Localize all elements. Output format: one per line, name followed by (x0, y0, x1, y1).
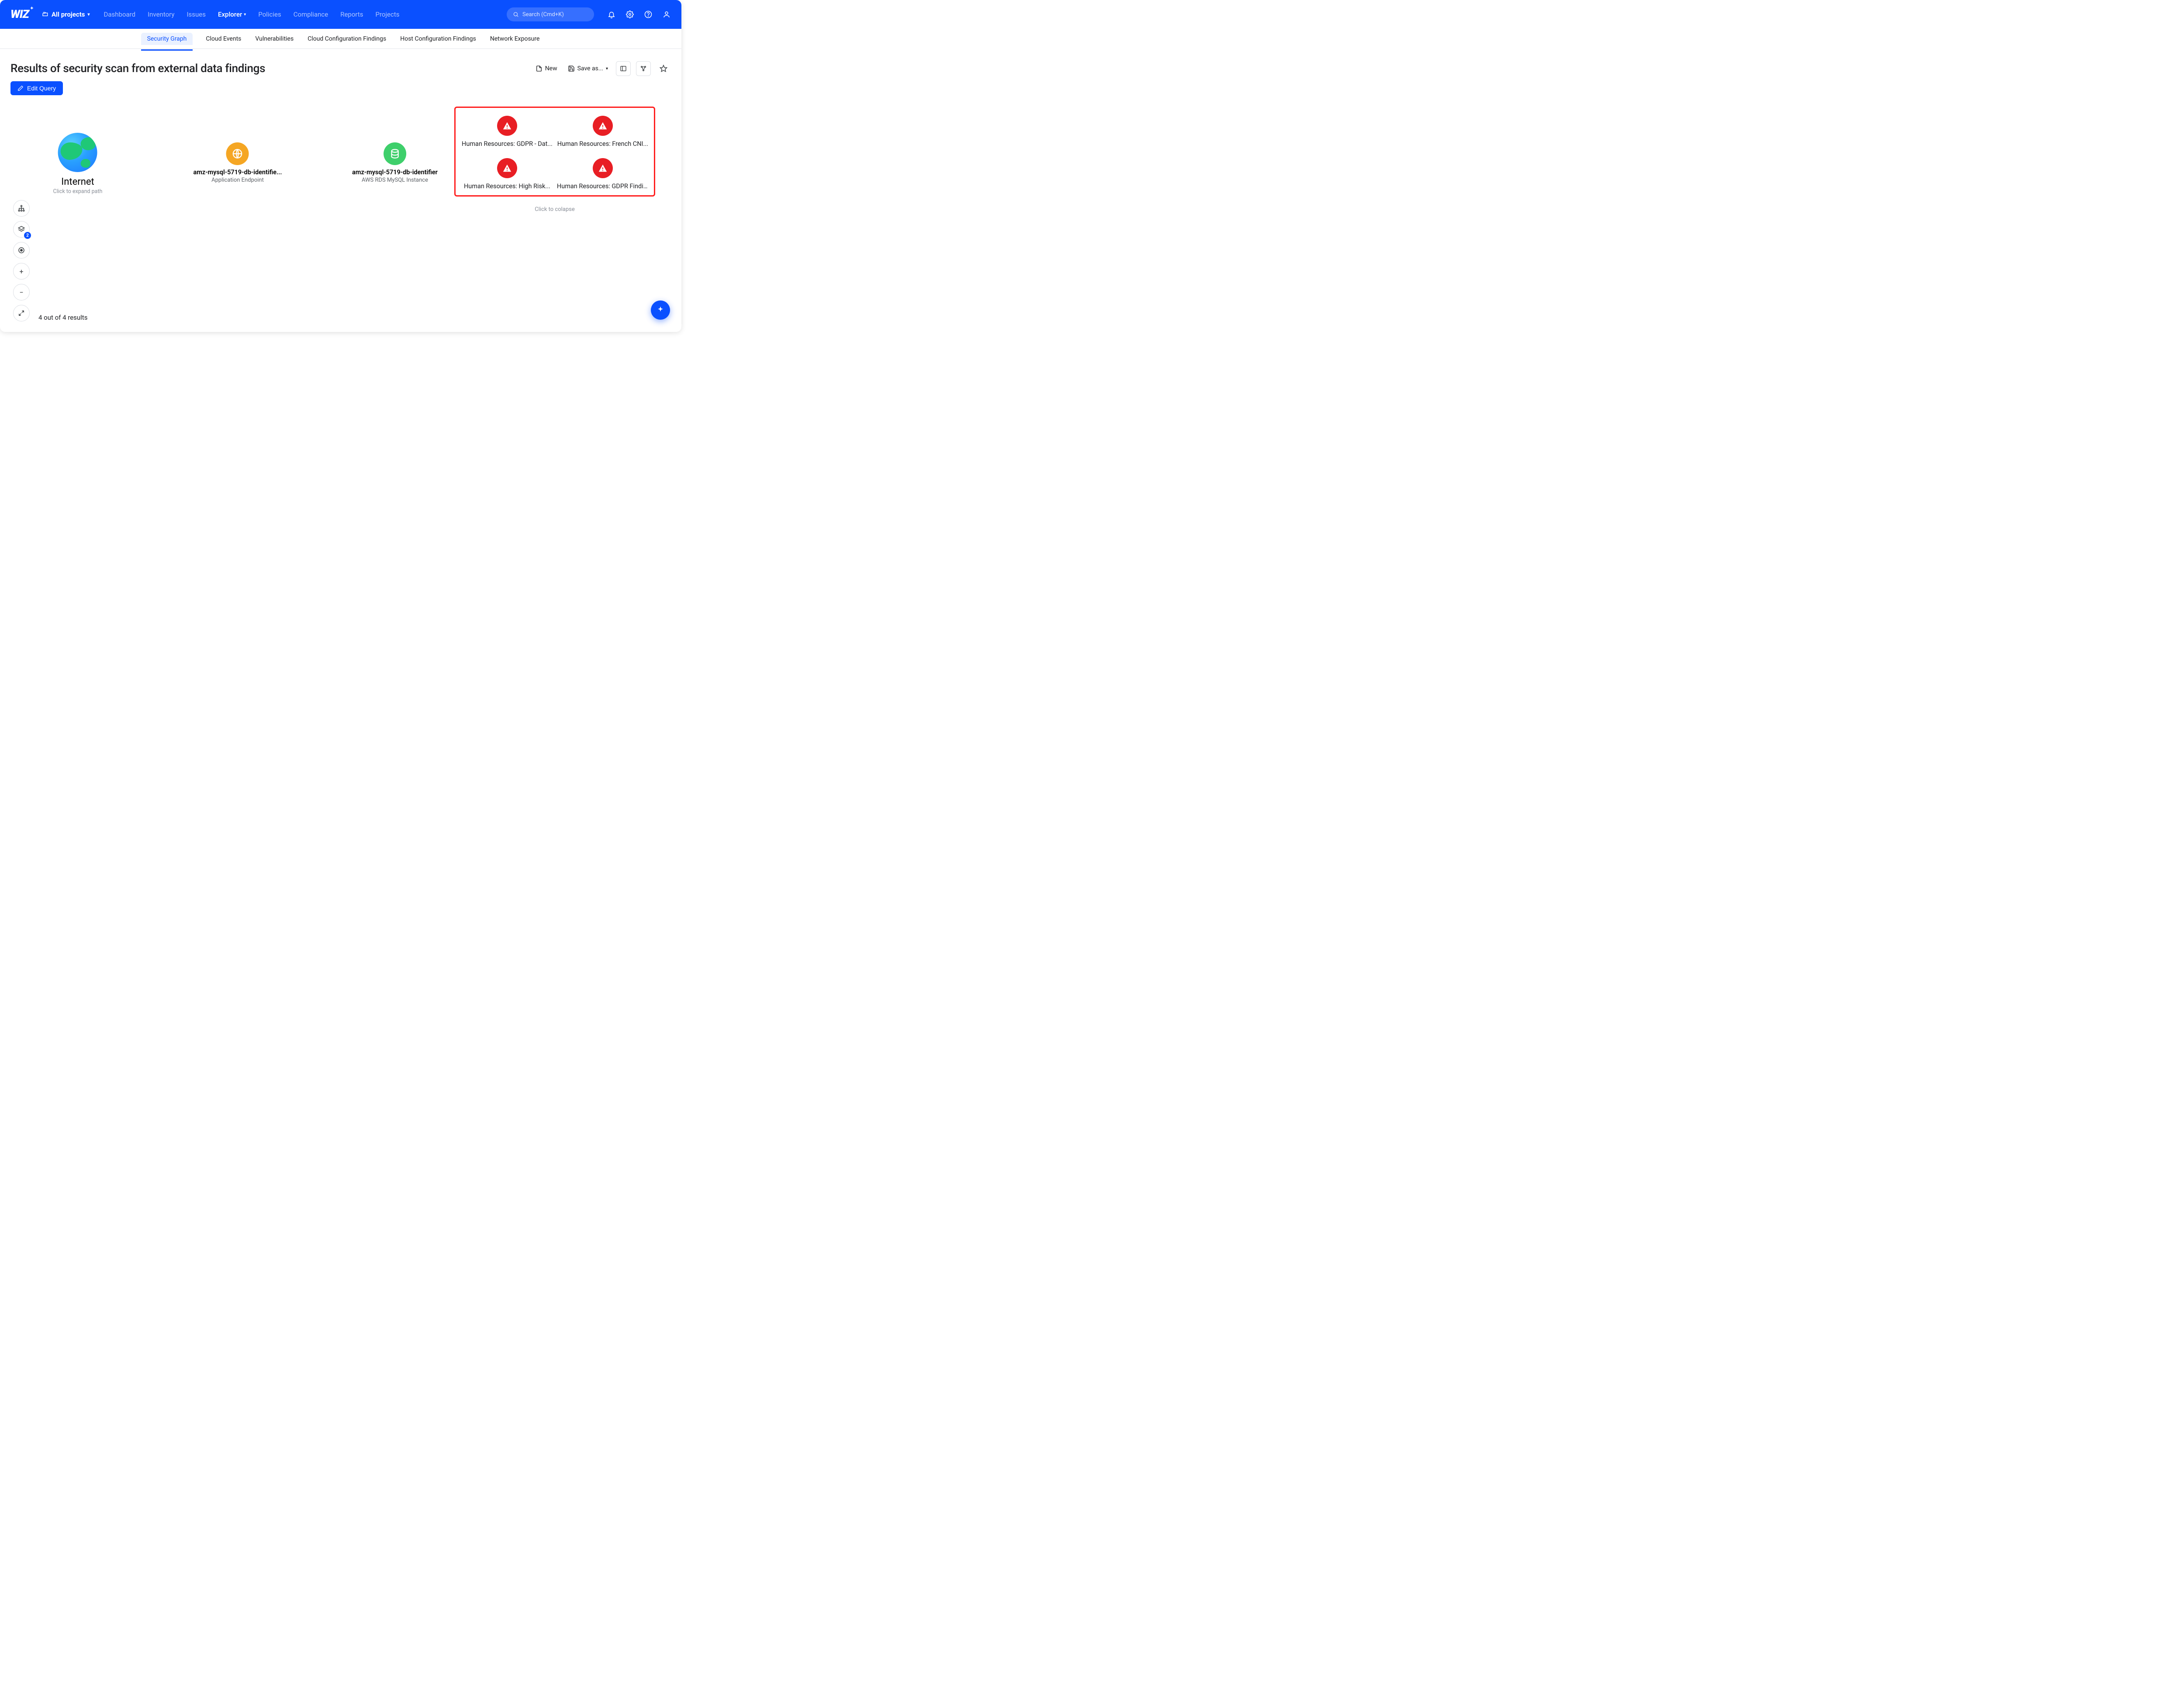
nav-inventory[interactable]: Inventory (148, 10, 174, 18)
node-internet-hint: Click to expand path (53, 188, 103, 195)
warning-icon (497, 158, 517, 178)
notifications-icon[interactable] (607, 10, 616, 19)
nav-issues[interactable]: Issues (187, 10, 206, 18)
zoom-out-button[interactable]: − (13, 284, 30, 300)
tab-security-graph[interactable]: Security Graph (141, 33, 193, 45)
tab-cloud-events[interactable]: Cloud Events (205, 33, 242, 45)
search-placeholder: Search (Cmd+K) (522, 11, 564, 18)
pencil-icon (17, 85, 24, 91)
brand-logo[interactable]: WIZ✦ (10, 8, 29, 21)
finding-item[interactable]: Human Resources: GDPR Findings (557, 158, 649, 190)
sparkle-icon (656, 306, 665, 314)
finding-item[interactable]: Human Resources: French CNI... (557, 116, 649, 148)
edit-query-button[interactable]: Edit Query (10, 81, 63, 95)
nav-reports[interactable]: Reports (340, 10, 363, 18)
brand-name: WIZ (10, 8, 29, 21)
explorer-subtabs: Security Graph Cloud Events Vulnerabilit… (0, 29, 681, 49)
layers-icon (17, 225, 25, 233)
security-graph-canvas[interactable]: Internet Click to expand path amz-mysql-… (0, 95, 681, 331)
finding-item[interactable]: Human Resources: High Risk... (462, 158, 553, 190)
user-icon[interactable] (662, 10, 671, 19)
warning-icon (497, 116, 517, 136)
panel-toggle-button[interactable] (616, 61, 631, 76)
project-scope-selector[interactable]: All projects ▾ (42, 10, 90, 18)
file-icon (536, 65, 543, 72)
tab-network-exposure[interactable]: Network Exposure (489, 33, 541, 45)
finding-label: Human Resources: High Risk... (462, 183, 553, 190)
tab-host-config-findings[interactable]: Host Configuration Findings (399, 33, 477, 45)
findings-collapse-hint: Click to colapse (535, 206, 575, 213)
endpoint-icon (226, 142, 249, 165)
warning-icon (593, 158, 613, 178)
results-count: 4 out of 4 results (38, 314, 87, 321)
ai-assistant-fab[interactable] (651, 300, 670, 320)
graph-toolbar: 2 + − (13, 200, 30, 321)
minus-icon: − (19, 288, 23, 297)
node-database-label: amz-mysql-5719-db-identifier (352, 169, 438, 176)
panel-icon (620, 65, 627, 72)
primary-nav: Dashboard Inventory Issues Explorer ▾ Po… (104, 10, 400, 18)
save-icon (568, 65, 575, 72)
settings-icon[interactable] (625, 10, 634, 19)
zoom-in-button[interactable]: + (13, 263, 30, 280)
target-icon (17, 246, 25, 254)
graph-view-button[interactable] (636, 61, 651, 76)
save-as-label: Save as... (577, 65, 603, 72)
node-endpoint-sublabel: Application Endpoint (194, 177, 282, 183)
nav-projects[interactable]: Projects (375, 10, 399, 18)
save-as-button[interactable]: Save as... ▾ (565, 63, 611, 74)
hierarchy-icon (17, 204, 25, 212)
page-header: Results of security scan from external d… (0, 49, 681, 79)
finding-label: Human Resources: GDPR - Dat... (462, 140, 553, 148)
finding-item[interactable]: Human Resources: GDPR - Dat... (462, 116, 553, 148)
finding-label: Human Resources: French CNI... (557, 140, 649, 148)
layout-button[interactable] (13, 200, 30, 217)
header-actions: New Save as... ▾ (533, 61, 671, 76)
favorite-button[interactable] (656, 61, 671, 76)
center-button[interactable] (13, 242, 30, 259)
findings-group[interactable]: Human Resources: GDPR - Dat... Human Res… (454, 107, 655, 197)
database-icon (384, 142, 406, 165)
edit-query-label: Edit Query (27, 85, 56, 92)
layers-badge: 2 (24, 232, 31, 239)
globe-icon (58, 133, 97, 172)
finding-label: Human Resources: GDPR Findings (557, 183, 649, 190)
node-endpoint[interactable]: amz-mysql-5719-db-identifie... Applicati… (194, 142, 282, 183)
chevron-down-icon: ▾ (87, 12, 90, 17)
new-label: New (545, 65, 557, 72)
folders-icon (42, 11, 49, 18)
app-frame: WIZ✦ All projects ▾ Dashboard Inventory … (0, 0, 681, 332)
page-title: Results of security scan from external d… (10, 62, 265, 75)
node-internet-label: Internet (53, 176, 103, 187)
plus-icon: + (19, 267, 23, 276)
search-icon (513, 11, 519, 17)
global-search[interactable]: Search (Cmd+K) (507, 7, 594, 21)
nav-dashboard[interactable]: Dashboard (104, 10, 136, 18)
node-internet[interactable]: Internet Click to expand path (53, 133, 103, 195)
layers-button[interactable]: 2 (13, 221, 30, 238)
node-database-sublabel: AWS RDS MySQL Instance (352, 177, 438, 183)
nav-policies[interactable]: Policies (258, 10, 281, 18)
tab-cloud-config-findings[interactable]: Cloud Configuration Findings (307, 33, 387, 45)
top-right-icons (607, 10, 671, 19)
sparkle-icon: ✦ (30, 6, 33, 11)
node-endpoint-label: amz-mysql-5719-db-identifie... (194, 169, 282, 176)
warning-icon (593, 116, 613, 136)
tab-vulnerabilities[interactable]: Vulnerabilities (254, 33, 294, 45)
chevron-down-icon: ▾ (244, 12, 246, 17)
expand-icon (18, 310, 25, 317)
chevron-down-icon: ▾ (606, 66, 608, 71)
new-button[interactable]: New (533, 63, 560, 74)
node-database[interactable]: amz-mysql-5719-db-identifier AWS RDS MyS… (352, 142, 438, 183)
nav-explorer-label: Explorer (218, 10, 242, 18)
nav-explorer[interactable]: Explorer ▾ (218, 10, 246, 18)
top-nav: WIZ✦ All projects ▾ Dashboard Inventory … (0, 0, 681, 29)
star-icon (660, 65, 667, 72)
project-scope-label: All projects (52, 10, 85, 18)
nav-compliance[interactable]: Compliance (294, 10, 328, 18)
graph-icon (640, 65, 647, 72)
help-icon[interactable] (644, 10, 653, 19)
fullscreen-button[interactable] (13, 305, 30, 321)
